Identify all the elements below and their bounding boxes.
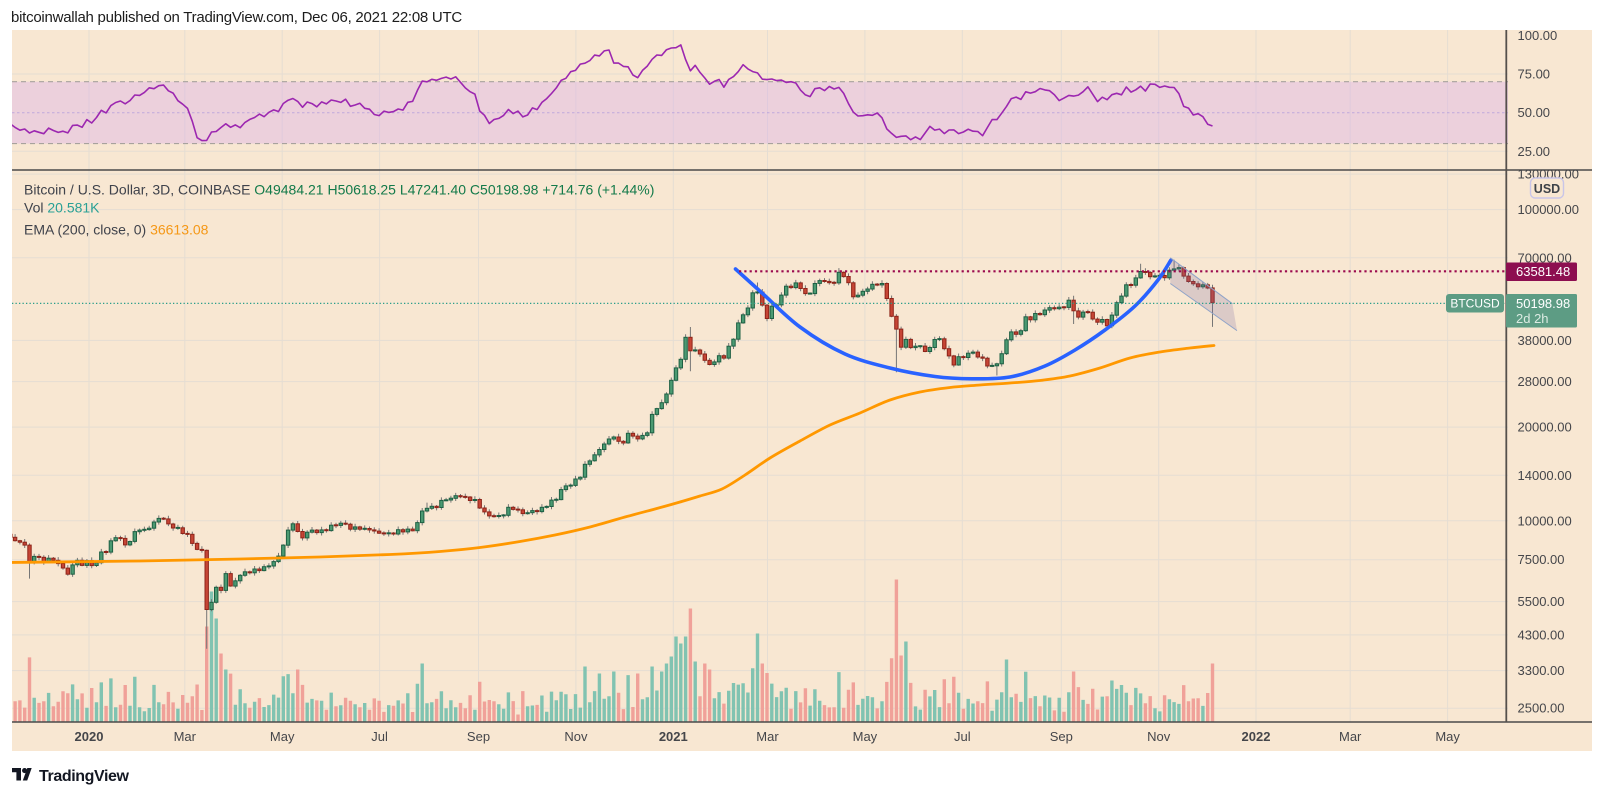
svg-text:50198.98: 50198.98	[1516, 296, 1570, 311]
svg-text:TradingView: TradingView	[39, 768, 130, 785]
svg-text:25.00: 25.00	[1518, 144, 1551, 159]
svg-text:Mar: Mar	[1339, 729, 1362, 744]
svg-text:2500.00: 2500.00	[1518, 701, 1565, 716]
svg-text:2020: 2020	[75, 729, 104, 744]
svg-text:Nov: Nov	[1147, 729, 1171, 744]
svg-text:100.00: 100.00	[1518, 28, 1558, 43]
svg-text:10000.00: 10000.00	[1518, 513, 1572, 528]
svg-text:Nov: Nov	[564, 729, 588, 744]
svg-text:75.00: 75.00	[1518, 67, 1551, 82]
svg-text:Mar: Mar	[756, 729, 779, 744]
svg-text:5500.00: 5500.00	[1518, 594, 1565, 609]
svg-text:50.00: 50.00	[1518, 105, 1551, 120]
svg-text:Sep: Sep	[1050, 729, 1073, 744]
svg-text:28000.00: 28000.00	[1518, 374, 1572, 389]
svg-text:May: May	[853, 729, 878, 744]
svg-text:70000.00: 70000.00	[1518, 250, 1572, 265]
svg-text:38000.00: 38000.00	[1518, 333, 1572, 348]
svg-text:USD: USD	[1534, 182, 1560, 196]
svg-text:130000.00: 130000.00	[1518, 167, 1579, 182]
svg-text:Bitcoin / U.S. Dollar, 3D, COI: Bitcoin / U.S. Dollar, 3D, COINBASE O494…	[24, 182, 654, 198]
svg-text:May: May	[1435, 729, 1460, 744]
svg-text:3300.00: 3300.00	[1518, 663, 1565, 678]
svg-text:Sep: Sep	[467, 729, 490, 744]
svg-text:Vol 20.581K: Vol 20.581K	[24, 200, 100, 216]
svg-text:2d 2h: 2d 2h	[1516, 311, 1549, 326]
svg-text:2021: 2021	[659, 729, 688, 744]
svg-text:7500.00: 7500.00	[1518, 552, 1565, 567]
svg-text:14000.00: 14000.00	[1518, 468, 1572, 483]
svg-text:EMA (200, close, 0) 36613.08: EMA (200, close, 0) 36613.08	[24, 222, 209, 238]
svg-text:20000.00: 20000.00	[1518, 420, 1572, 435]
svg-text:Jul: Jul	[371, 729, 388, 744]
svg-text:BTCUSD: BTCUSD	[1450, 297, 1500, 311]
svg-text:100000.00: 100000.00	[1518, 202, 1579, 217]
svg-text:4300.00: 4300.00	[1518, 627, 1565, 642]
svg-text:63581.48: 63581.48	[1516, 264, 1570, 279]
svg-text:Jul: Jul	[954, 729, 971, 744]
svg-text:2022: 2022	[1242, 729, 1271, 744]
svg-text:bitcoinwallah published on Tra: bitcoinwallah published on TradingView.c…	[11, 9, 462, 26]
svg-text:Mar: Mar	[174, 729, 197, 744]
svg-text:May: May	[270, 729, 295, 744]
